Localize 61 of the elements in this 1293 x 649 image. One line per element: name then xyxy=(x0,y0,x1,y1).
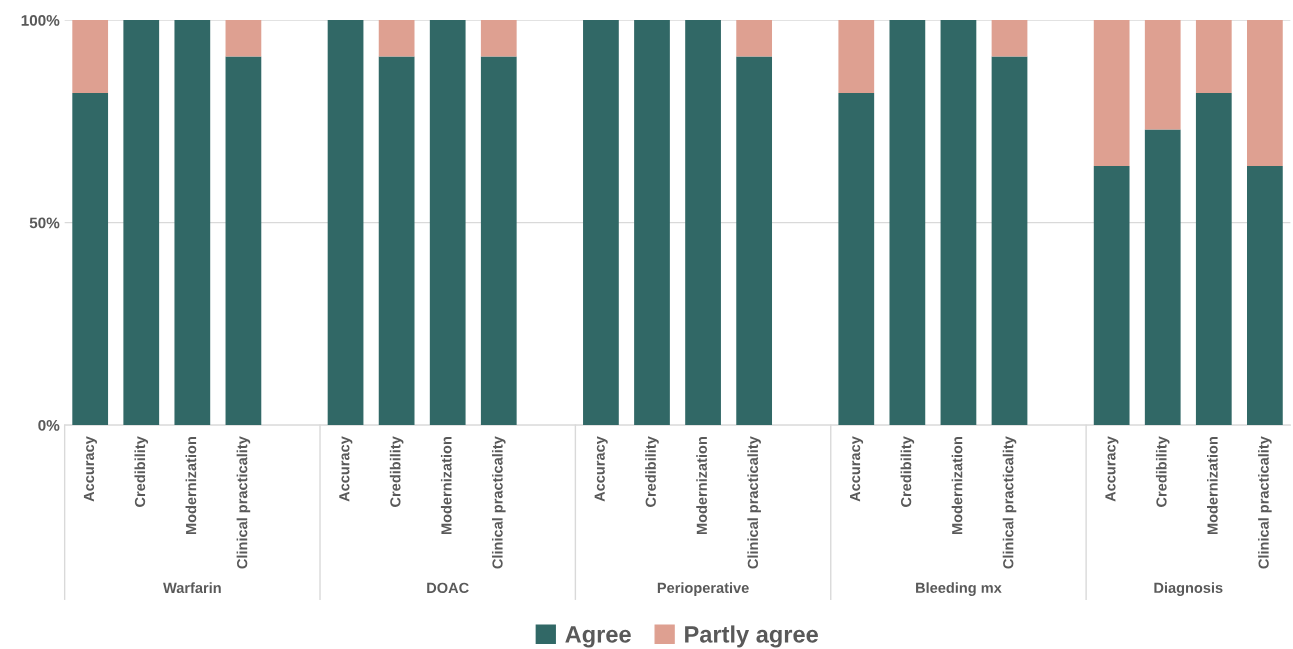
text: Bleeding mx xyxy=(916,582,1002,596)
x-tick-label: Credibility xyxy=(134,436,149,507)
x-tick-label: Accuracy xyxy=(83,436,97,502)
x-tick-label: Clinical practicality xyxy=(1258,436,1272,569)
bar xyxy=(583,20,619,426)
bar xyxy=(634,20,670,426)
x-tick-label: Clinical practicality xyxy=(236,436,251,569)
bar xyxy=(480,20,517,57)
bar xyxy=(225,20,262,57)
bar xyxy=(1195,20,1232,94)
bar xyxy=(225,56,262,426)
bar xyxy=(1093,20,1130,166)
x-tick-label: Accuracy xyxy=(850,436,864,502)
bar xyxy=(685,20,721,426)
bar xyxy=(327,20,364,426)
x-tick-label: Accuracy xyxy=(594,436,608,502)
x-tick-label: Clinical practicality xyxy=(491,436,506,569)
bar xyxy=(72,93,109,426)
x-tick-label: Accuracy xyxy=(1105,436,1119,502)
x-tick-label: Credibility xyxy=(900,436,915,507)
bar xyxy=(1093,165,1130,426)
bar xyxy=(378,20,415,57)
bar xyxy=(736,56,773,426)
bar xyxy=(1144,20,1181,130)
x-tick-label: Modernization xyxy=(185,437,197,535)
y-tick-label: 0% xyxy=(38,419,60,431)
bar xyxy=(429,20,466,426)
y-tick-label: 50% xyxy=(29,217,60,229)
bar xyxy=(838,93,875,426)
bar xyxy=(378,56,415,426)
legend-label: Partly agree xyxy=(685,625,818,648)
x-tick-label: Modernization xyxy=(696,437,707,535)
text: Warfarin xyxy=(163,582,221,594)
text: DOAC xyxy=(427,582,469,594)
bar xyxy=(991,20,1028,57)
bar xyxy=(838,20,875,94)
x-tick-label: Modernization xyxy=(440,437,452,535)
bar xyxy=(1247,20,1283,166)
text: Perioperative xyxy=(657,582,749,596)
bar xyxy=(1144,129,1181,426)
bar xyxy=(736,20,773,57)
bar xyxy=(123,20,160,426)
x-tick-label: Modernization xyxy=(1207,437,1218,535)
x-tick-label: Accuracy xyxy=(339,436,353,502)
bar xyxy=(889,20,926,426)
x-tick-label: Modernization xyxy=(951,437,963,535)
bar xyxy=(174,20,211,426)
bar xyxy=(940,20,977,426)
y-tick-label: 100% xyxy=(21,14,60,26)
bar xyxy=(1195,93,1232,426)
x-tick-label: Credibility xyxy=(645,436,659,507)
bar xyxy=(480,56,517,426)
x-tick-label: Clinical practicality xyxy=(747,436,761,569)
x-tick-label: Credibility xyxy=(1155,436,1170,507)
bar xyxy=(1247,165,1283,426)
text: Diagnosis xyxy=(1154,582,1223,596)
legend-label: Agree xyxy=(565,626,631,648)
x-tick-label: Credibility xyxy=(389,436,404,507)
x-tick-label: Clinical practicality xyxy=(1002,436,1017,569)
bar xyxy=(991,56,1028,426)
bar xyxy=(72,20,109,94)
